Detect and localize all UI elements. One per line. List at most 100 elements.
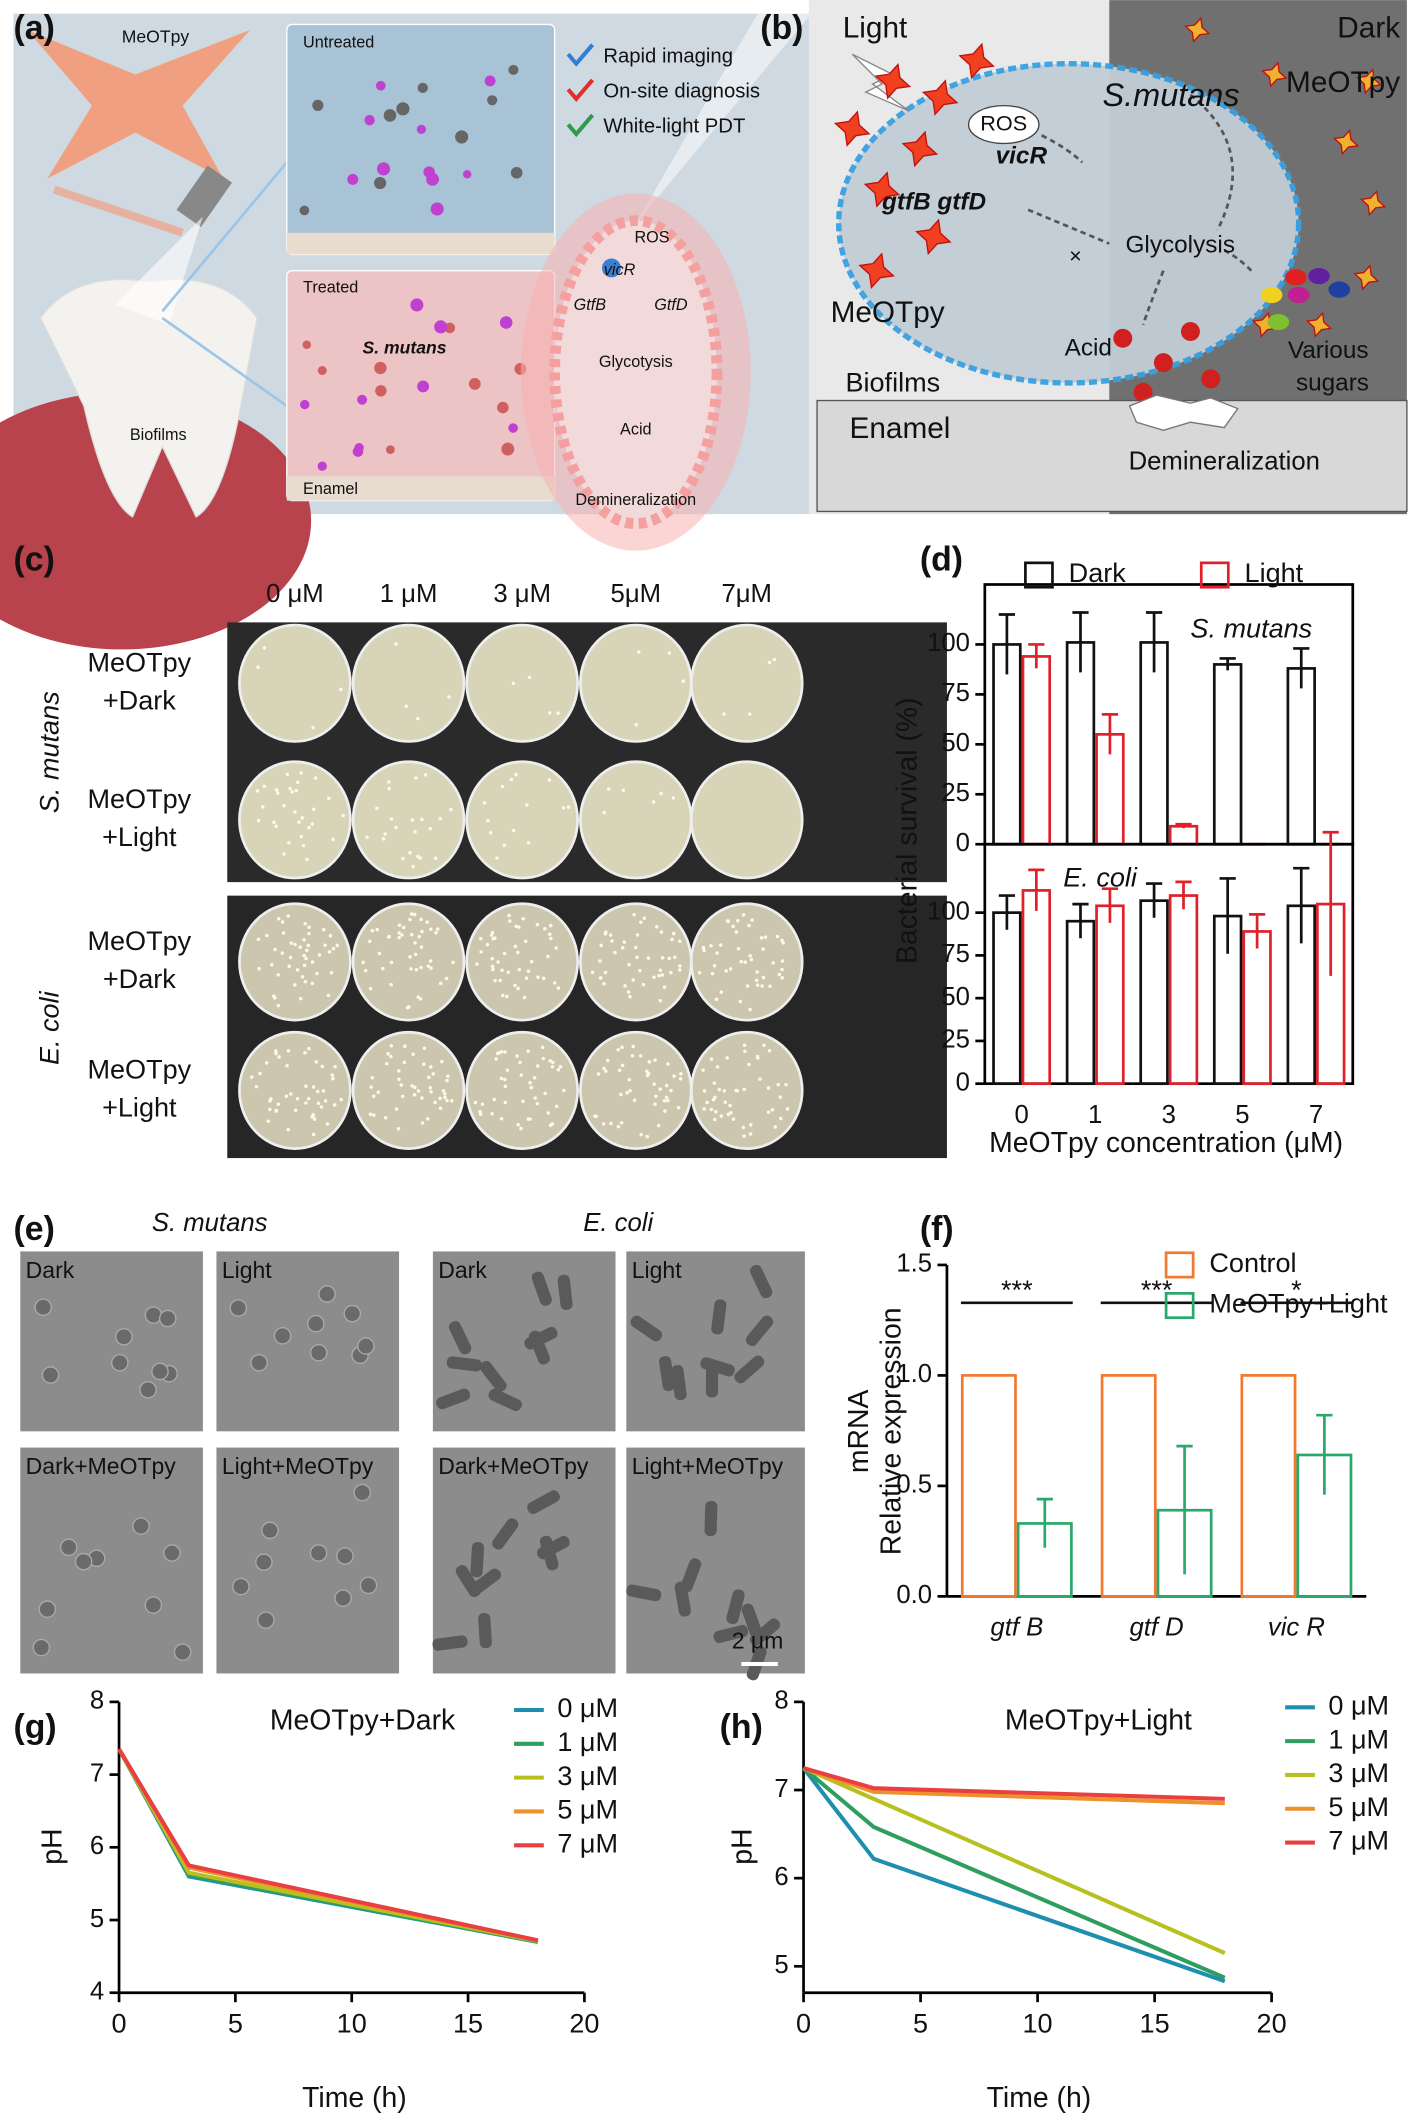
colony	[503, 1100, 508, 1105]
colony	[522, 995, 527, 1000]
colony	[761, 947, 765, 951]
label: Light	[843, 12, 908, 45]
colony	[414, 968, 419, 972]
legend-label: Dark	[1069, 558, 1127, 588]
colony	[500, 968, 504, 973]
error-bar	[1101, 887, 1119, 923]
cell-icon	[488, 1388, 522, 1412]
colony	[550, 1064, 555, 1069]
y-tick-label: 100	[927, 629, 970, 657]
colony	[331, 1076, 335, 1081]
colony	[416, 1089, 421, 1093]
legend-label: 5 μM	[1328, 1792, 1389, 1822]
colony	[780, 975, 784, 980]
bacterium-icon	[385, 445, 395, 455]
y-tick-label: 8	[774, 1687, 788, 1715]
colony	[710, 971, 715, 976]
colony	[748, 1132, 753, 1136]
colony	[646, 956, 651, 960]
colony	[641, 982, 646, 987]
colony	[678, 939, 682, 944]
bar	[1240, 1374, 1297, 1598]
bacterium-icon	[374, 176, 387, 190]
colony	[561, 806, 566, 810]
colony	[516, 950, 520, 955]
error-bar	[1219, 877, 1236, 954]
colony	[671, 931, 676, 936]
colony	[499, 1076, 504, 1081]
photosensitizer-icon	[1359, 189, 1387, 217]
colony	[738, 999, 743, 1004]
chart-title: MeOTpy+Light	[1005, 1705, 1192, 1737]
cell-icon	[704, 1500, 718, 1537]
colony	[361, 960, 365, 965]
colony	[321, 1089, 326, 1093]
colony	[438, 981, 443, 986]
colony	[449, 807, 453, 812]
error-bar	[1248, 913, 1266, 949]
bacterium-icon	[501, 442, 515, 456]
colony	[662, 1099, 667, 1103]
label: +Dark	[103, 685, 176, 715]
colony	[341, 813, 346, 818]
label: MeOTpy	[87, 784, 191, 814]
colony	[376, 1090, 381, 1095]
colony	[429, 966, 433, 970]
colony	[631, 978, 636, 982]
cell-icon	[659, 1356, 675, 1392]
petri-dish	[238, 1030, 352, 1150]
x-tick-label: 3	[1162, 1101, 1176, 1129]
colony	[389, 982, 393, 987]
colony	[760, 984, 764, 988]
colony	[400, 1094, 405, 1099]
colony	[301, 843, 306, 848]
colony	[613, 950, 617, 955]
colony	[722, 1089, 727, 1093]
bacterium-icon	[312, 99, 324, 111]
colony	[428, 959, 433, 963]
error-bar	[1072, 611, 1089, 673]
colony	[514, 924, 518, 929]
checkmark	[566, 113, 595, 138]
colony	[742, 1087, 746, 1092]
colony	[311, 1113, 316, 1118]
colony	[397, 1069, 401, 1073]
label: S.mutans	[1103, 77, 1240, 113]
colony	[726, 1112, 730, 1117]
colony	[261, 805, 265, 809]
cell-icon	[531, 1271, 552, 1306]
sem-image	[20, 1251, 203, 1432]
sugar-icon	[1267, 313, 1290, 331]
panel-label: (b)	[760, 9, 803, 47]
colony	[287, 964, 291, 968]
colony	[412, 1093, 417, 1097]
colony	[725, 1056, 729, 1060]
colony	[529, 1085, 534, 1090]
colony	[293, 1108, 298, 1112]
colony	[784, 1083, 788, 1087]
colony	[729, 1110, 733, 1115]
colony	[429, 1089, 433, 1094]
colony	[418, 997, 423, 1001]
colony	[386, 1052, 390, 1056]
colony	[413, 952, 418, 957]
colony	[505, 1068, 510, 1073]
bacterium-icon	[434, 320, 448, 334]
acid-drop	[1153, 353, 1173, 373]
line	[802, 1766, 1226, 1980]
y-tick-label: 4	[90, 1978, 104, 2006]
colony	[298, 996, 303, 1001]
label: Enamel	[303, 480, 358, 498]
colony	[451, 960, 455, 965]
colony	[777, 972, 782, 977]
colony	[490, 1112, 494, 1116]
acid-drop	[1133, 382, 1153, 402]
colony	[411, 864, 415, 869]
enamel-strip	[286, 476, 555, 501]
colony	[502, 951, 507, 956]
bar	[960, 1374, 1017, 1598]
colony	[333, 1065, 337, 1069]
colony	[723, 1100, 728, 1105]
petri-dish	[351, 623, 466, 743]
colony	[490, 930, 495, 935]
